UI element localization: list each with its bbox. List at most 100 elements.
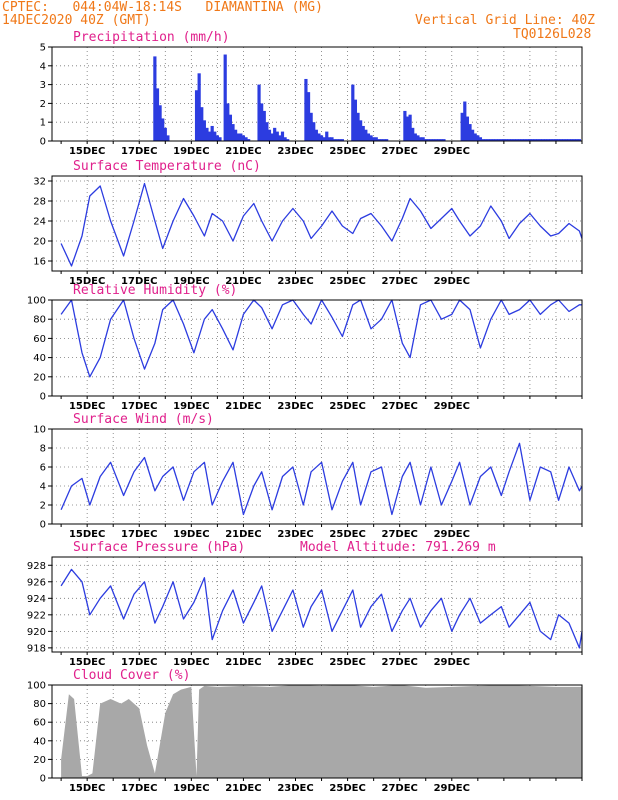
precip-bar (556, 139, 561, 141)
precip-bar (210, 125, 214, 141)
precip-bar (437, 139, 441, 141)
x-tick-label: 15DEC (69, 529, 105, 540)
x-tick-label: 29DEC (434, 276, 470, 287)
y-tick-label: 28 (33, 197, 46, 208)
precip-bar (155, 88, 160, 141)
x-tick-label: 27DEC (381, 657, 417, 668)
precip-bar (551, 139, 555, 141)
x-tick-label: 21DEC (225, 529, 261, 540)
precip-bar (403, 110, 407, 141)
x-tick-label: 23DEC (277, 529, 313, 540)
precip-bar (351, 84, 355, 141)
y-tick-label: 20 (33, 372, 46, 383)
precip-bar (163, 127, 167, 141)
y-tick-label: 2 (40, 99, 46, 110)
y-tick-label: 0 (40, 520, 46, 531)
precip-bar (280, 131, 285, 141)
precip-bar (309, 112, 313, 141)
x-tick-label: 29DEC (434, 529, 470, 540)
x-tick-label: 23DEC (277, 276, 313, 287)
precip-bar (491, 139, 496, 141)
precip-bar (330, 137, 334, 141)
precip-bar (484, 139, 488, 141)
precip-bar (241, 135, 246, 141)
precip-bar (372, 137, 376, 141)
x-tick-label: 25DEC (329, 401, 365, 412)
precip-bar (205, 127, 209, 141)
precip-bar (405, 116, 410, 141)
cloud-area (61, 685, 583, 778)
precip-bar (434, 139, 438, 141)
precip-bar (166, 135, 170, 141)
x-tick-label: 23DEC (277, 146, 313, 157)
y-tick-label: 6 (40, 463, 46, 474)
precip-bar (262, 110, 266, 141)
x-tick-label: 27DEC (381, 401, 417, 412)
panel-frame (51, 428, 583, 525)
precip-bar (463, 101, 467, 141)
series-line (60, 442, 583, 516)
y-tick-label: 920 (27, 627, 46, 638)
precip-bar (353, 99, 358, 141)
x-tick-label: 29DEC (434, 657, 470, 668)
precip-bar (332, 139, 337, 141)
precip-bar (569, 139, 574, 141)
y-tick-label: 926 (27, 577, 46, 588)
precip-bar (275, 131, 279, 141)
precip-bar (306, 92, 311, 141)
precip-bar (265, 122, 269, 141)
precip-bar (476, 135, 480, 141)
x-tick-label: 15DEC (69, 783, 105, 794)
header-model: TQ0126L028 (513, 27, 592, 42)
precip-bar (538, 139, 542, 141)
precip-bar (541, 139, 545, 141)
y-tick-label: 100 (27, 296, 46, 307)
y-tick-label: 0 (40, 392, 46, 403)
precip-bar (575, 139, 579, 141)
panel-title: Relative Humidity (%) (73, 283, 237, 298)
y-tick-label: 20 (33, 755, 46, 766)
precip-bar (413, 133, 417, 141)
precip-bar (379, 139, 384, 141)
x-tick-label: 17DEC (121, 529, 157, 540)
y-tick-label: 16 (33, 257, 46, 268)
y-tick-label: 60 (33, 718, 46, 729)
y-tick-label: 100 (27, 681, 46, 692)
y-tick-label: 4 (40, 482, 46, 493)
precip-bar (197, 73, 201, 141)
precip-bar (270, 133, 274, 141)
y-tick-label: 10 (33, 425, 46, 436)
y-tick-label: 924 (27, 594, 46, 605)
precip-bar (473, 133, 477, 141)
precip-bar (207, 131, 212, 141)
precip-bar (194, 90, 199, 141)
precip-bar (515, 139, 519, 141)
precip-bar (471, 129, 475, 141)
precip-bar (525, 139, 529, 141)
y-tick-label: 0 (40, 137, 46, 148)
panel-title: Cloud Cover (%) (73, 668, 190, 683)
x-tick-label: 27DEC (381, 276, 417, 287)
x-tick-label: 23DEC (277, 401, 313, 412)
precip-bar (200, 107, 204, 141)
x-tick-label: 29DEC (434, 146, 470, 157)
precip-bar (361, 125, 365, 141)
x-tick-label: 27DEC (381, 783, 417, 794)
precip-bar (359, 120, 363, 141)
x-tick-label: 25DEC (329, 146, 365, 157)
precip-bar (267, 129, 272, 141)
precip-bar (338, 139, 342, 141)
precip-bar (374, 137, 378, 141)
series-line (60, 182, 583, 267)
precip-bar (364, 129, 368, 141)
x-tick-label: 15DEC (69, 657, 105, 668)
panel-title: Surface Wind (m/s) (73, 412, 214, 427)
precip-bar (327, 137, 331, 141)
panel-title: Precipitation (mm/h) (73, 30, 230, 45)
precip-bar (421, 137, 425, 141)
precip-bar (494, 139, 498, 141)
panel-title: Surface Pressure (hPa) (73, 540, 245, 555)
precip-bar (283, 137, 287, 141)
x-tick-label: 23DEC (277, 657, 313, 668)
precip-bar (408, 114, 412, 141)
